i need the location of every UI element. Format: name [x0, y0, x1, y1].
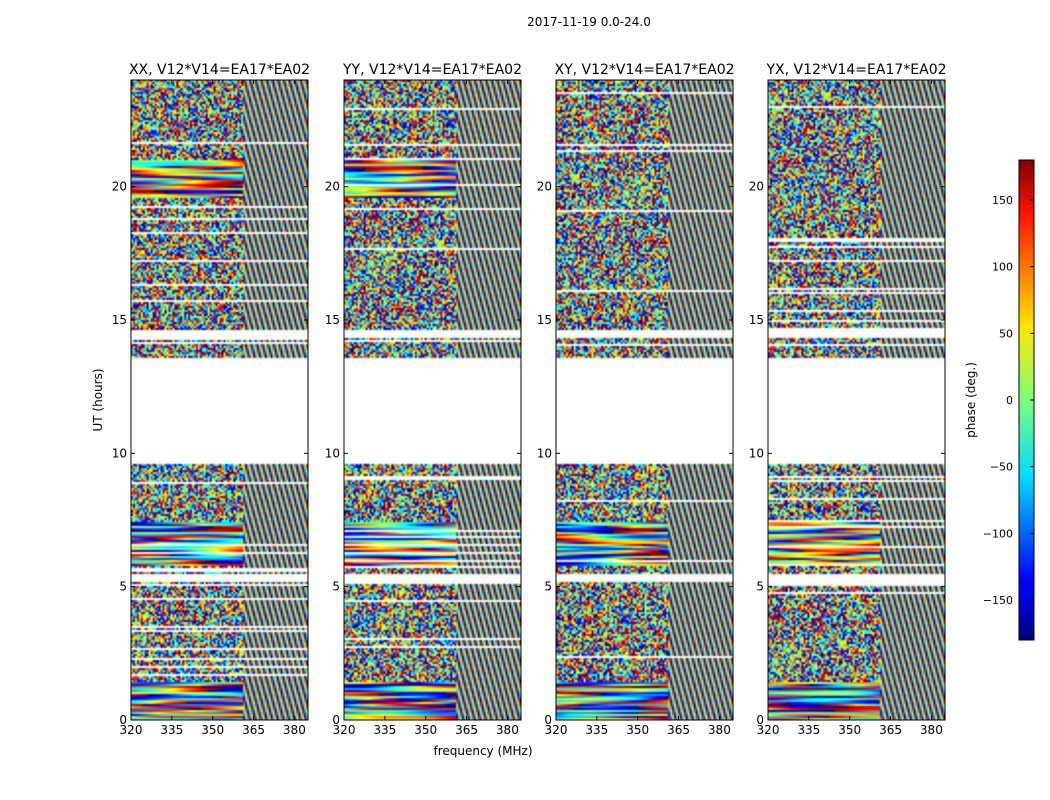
y-tick-label: 15 — [112, 313, 127, 327]
y-tick-label: 15 — [749, 313, 764, 327]
colorbar-tick-label: −50 — [990, 461, 1013, 474]
x-tick-label: 335 — [585, 723, 608, 737]
figure-suptitle: 2017-11-19 0.0-24.0 — [527, 15, 651, 29]
x-tick-label: 365 — [879, 723, 902, 737]
y-tick-label: 10 — [749, 446, 764, 460]
colorbar-tick-label: 0 — [1006, 394, 1013, 407]
x-tick-label: 335 — [797, 723, 820, 737]
panels-group: XX, V12*V14=EA17*EA02 320 335 350 365 380 0 5 10… — [112, 62, 947, 737]
panel-3-title: XY, V12*V14=EA17*EA02 — [554, 62, 734, 78]
panel-3-frame — [555, 79, 734, 721]
x-tick-label: 380 — [496, 723, 519, 737]
panel-1-heatmap — [131, 80, 308, 720]
panel-1: XX, V12*V14=EA17*EA02 320 335 350 365 380 0 5 10… — [112, 62, 310, 737]
x-tick-label: 380 — [283, 723, 306, 737]
y-tick-label: 15 — [325, 313, 340, 327]
y-tick-label: 0 — [756, 713, 764, 727]
x-tick-label: 380 — [708, 723, 731, 737]
y-tick-label: 20 — [537, 180, 552, 194]
y-tick-label: 10 — [112, 446, 127, 460]
y-tick-label: 5 — [119, 580, 127, 594]
colorbar-tick-label: 100 — [992, 261, 1013, 274]
y-tick-label: 10 — [537, 446, 552, 460]
x-tick-label: 350 — [201, 723, 224, 737]
x-tick-label: 335 — [160, 723, 183, 737]
x-tick-label: 380 — [920, 723, 943, 737]
y-tick-label: 0 — [544, 713, 552, 727]
x-tick-label: 320 — [120, 723, 143, 737]
colorbar: 150 100 50 0 −50 −100 −150 phase (deg.) — [964, 159, 1035, 641]
y-tick-label: 5 — [756, 580, 764, 594]
panel-4-heatmap — [768, 80, 945, 720]
panel-4: YX, V12*V14=EA17*EA02 320 335 350 365 380 0 5 10… — [749, 62, 947, 737]
y-tick-label: 20 — [112, 180, 127, 194]
y-tick-label: 20 — [325, 180, 340, 194]
panel-3: XY, V12*V14=EA17*EA02 320 335 350 365 380 0 5 10… — [537, 62, 735, 737]
y-axis-label: UT (hours) — [91, 368, 105, 431]
colorbar-tick-label: 150 — [992, 194, 1013, 207]
x-tick-label: 365 — [242, 723, 265, 737]
panel-3-heatmap — [556, 80, 733, 720]
colorbar-tick-label: −100 — [983, 527, 1013, 540]
panel-4-frame — [767, 79, 946, 721]
x-tick-label: 320 — [333, 723, 356, 737]
y-tick-label: 5 — [332, 580, 340, 594]
y-tick-label: 20 — [749, 180, 764, 194]
y-tick-label: 5 — [544, 580, 552, 594]
x-axis-label: frequency (MHz) — [433, 744, 532, 758]
x-tick-label: 320 — [545, 723, 568, 737]
x-tick-label: 320 — [757, 723, 780, 737]
panel-2-heatmap — [344, 80, 521, 720]
x-tick-label: 335 — [373, 723, 396, 737]
y-tick-label: 0 — [332, 713, 340, 727]
colorbar-ticks: 150 100 50 0 −50 −100 −150 — [983, 194, 1034, 607]
x-tick-label: 365 — [455, 723, 478, 737]
x-tick-label: 365 — [667, 723, 690, 737]
panel-1-frame — [130, 79, 309, 721]
x-tick-label: 350 — [838, 723, 861, 737]
y-tick-label: 10 — [325, 446, 340, 460]
panel-2-title: YY, V12*V14=EA17*EA02 — [342, 62, 522, 78]
colorbar-label: phase (deg.) — [964, 362, 978, 438]
panel-1-title: XX, V12*V14=EA17*EA02 — [129, 62, 310, 78]
y-tick-label: 0 — [119, 713, 127, 727]
panel-2: YY, V12*V14=EA17*EA02 320 335 350 365 380 0 5 10… — [325, 62, 522, 737]
colorbar-tick-label: −150 — [983, 594, 1013, 607]
colorbar-tick-label: 50 — [999, 327, 1013, 340]
x-tick-label: 350 — [414, 723, 437, 737]
panel-4-title: YX, V12*V14=EA17*EA02 — [765, 62, 946, 78]
x-tick-label: 350 — [626, 723, 649, 737]
panel-2-frame — [343, 79, 522, 721]
y-tick-label: 15 — [537, 313, 552, 327]
